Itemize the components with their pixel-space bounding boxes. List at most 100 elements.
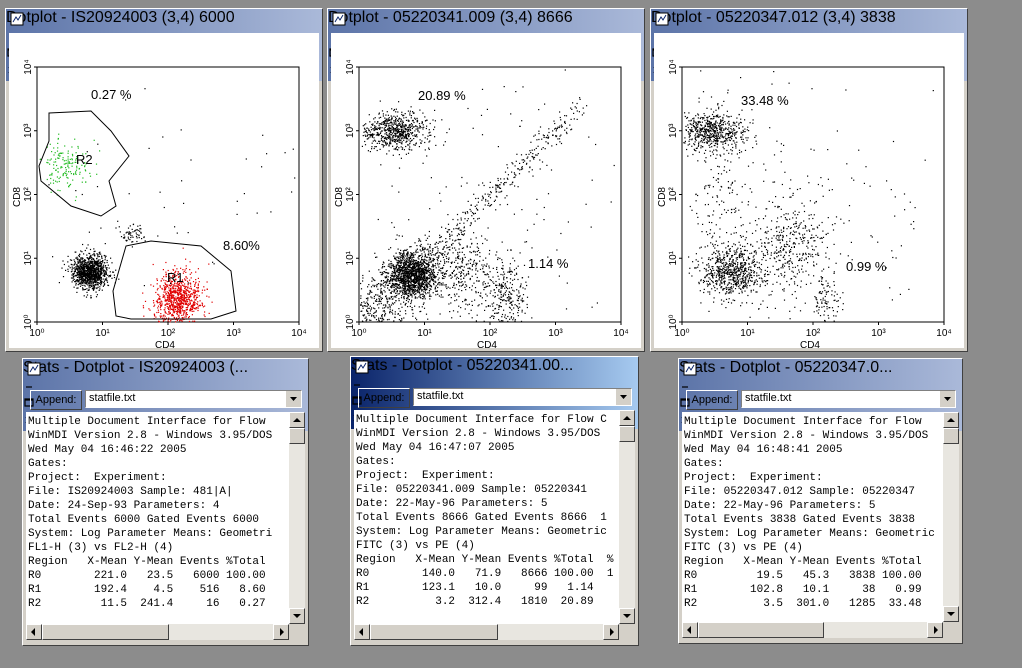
event-dot: [418, 281, 420, 283]
event-dot: [450, 297, 452, 299]
event-dot: [89, 256, 91, 258]
event-dot: [403, 297, 405, 299]
event-dot: [98, 282, 101, 284]
event-dot: [378, 123, 380, 125]
event-dot: [187, 280, 189, 282]
event-dot: [395, 285, 397, 288]
event-dot: [419, 285, 421, 287]
event-dot: [404, 287, 407, 289]
event-dot: [160, 302, 162, 304]
event-dot: [404, 273, 406, 275]
event-dot: [53, 147, 55, 149]
event-dot: [398, 139, 400, 141]
event-dot: [410, 133, 413, 135]
event-dot: [402, 293, 404, 295]
event-dot: [429, 272, 431, 274]
event-dot: [416, 119, 418, 121]
event-dot: [418, 264, 421, 266]
event-dot: [402, 273, 404, 275]
event-dot: [137, 229, 139, 232]
event-dot: [115, 227, 117, 229]
event-dot: [406, 140, 408, 142]
event-dot: [478, 280, 480, 282]
event-dot: [101, 281, 103, 284]
event-dot: [401, 134, 404, 136]
event-dot: [373, 279, 375, 281]
events: [360, 69, 615, 323]
event-dot: [393, 120, 395, 122]
event-dot: [381, 143, 383, 146]
event-dot: [82, 288, 84, 290]
event-dot: [388, 304, 390, 306]
event-dot: [362, 305, 364, 307]
event-dot: [400, 134, 402, 136]
event-dot: [191, 308, 193, 310]
event-dot: [391, 298, 393, 300]
event-dot: [469, 267, 471, 269]
event-dot: [421, 273, 423, 275]
event-dot: [55, 180, 57, 182]
event-dot: [236, 213, 238, 215]
event-dot: [415, 277, 417, 279]
event-dot: [428, 129, 430, 131]
event-dot: [458, 248, 460, 250]
event-dot: [91, 278, 93, 281]
event-dot: [101, 266, 103, 268]
event-dot: [372, 135, 374, 137]
event-dot: [413, 283, 415, 285]
event-dot: [443, 144, 445, 146]
event-dot: [428, 292, 430, 294]
event-dot: [56, 164, 58, 167]
event-dot: [415, 287, 417, 289]
event-dot: [384, 304, 386, 306]
event-dot: [88, 283, 90, 285]
event-dot: [399, 314, 401, 316]
event-dot: [404, 136, 406, 138]
event-dot: [421, 285, 423, 287]
event-dot: [395, 259, 397, 261]
event-dot: [100, 278, 102, 280]
event-dot: [381, 316, 383, 318]
event-dot: [392, 284, 394, 286]
event-dot: [185, 276, 187, 278]
event-dot: [160, 305, 162, 307]
event-dot: [99, 251, 101, 253]
event-dot: [463, 266, 465, 268]
event-dot: [462, 234, 464, 236]
event-dot: [418, 273, 420, 275]
event-dot: [380, 123, 382, 125]
event-dot: [399, 279, 401, 281]
event-dot: [181, 284, 183, 286]
event-dot: [462, 269, 464, 271]
event-dot: [112, 271, 114, 273]
event-dot: [396, 140, 398, 142]
event-dot: [387, 125, 390, 127]
event-dot: [106, 277, 108, 279]
event-dot: [89, 286, 91, 288]
event-dot: [445, 284, 447, 286]
event-dot: [399, 134, 401, 136]
event-dot: [434, 280, 436, 282]
event-dot: [157, 235, 159, 237]
event-dot: [211, 301, 213, 303]
event-dot: [405, 268, 407, 270]
event-dot: [420, 293, 422, 296]
event-dot: [96, 253, 98, 255]
event-dot: [410, 284, 412, 286]
event-dot: [175, 292, 177, 294]
event-dot: [368, 314, 370, 316]
event-dot: [179, 302, 181, 304]
event-dot: [389, 306, 391, 308]
event-dot: [423, 277, 426, 279]
event-dot: [369, 292, 371, 294]
event-dot: [416, 280, 418, 283]
event-dot: [432, 266, 434, 268]
event-dot: [436, 274, 439, 276]
event-dot: [179, 296, 181, 298]
event-dot: [173, 292, 175, 294]
event-dot: [83, 268, 85, 270]
event-dot: [412, 271, 414, 273]
event-dot: [396, 256, 398, 258]
event-dot: [471, 300, 473, 302]
event-dot: [73, 272, 75, 274]
